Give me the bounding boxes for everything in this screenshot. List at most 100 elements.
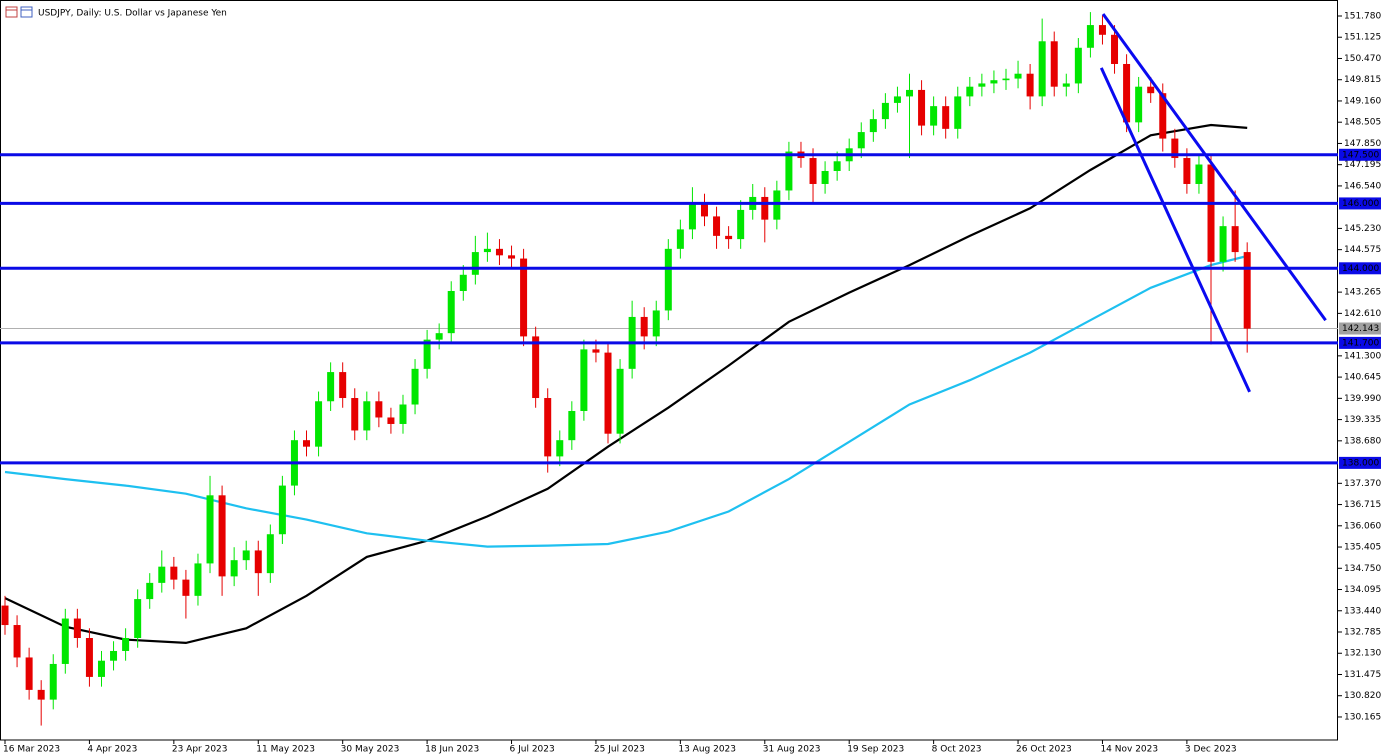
candle-body bbox=[966, 86, 974, 97]
candle-body bbox=[170, 566, 178, 580]
x-tick-label: 31 Aug 2023 bbox=[763, 745, 821, 755]
candle-body bbox=[230, 560, 238, 577]
candle-body bbox=[640, 316, 648, 337]
level-label: 144.000 bbox=[1342, 264, 1379, 274]
trend-line bbox=[1099, 67, 1251, 393]
candle-body bbox=[869, 119, 877, 133]
candle-body bbox=[676, 229, 684, 249]
x-tick-label: 8 Oct 2023 bbox=[932, 745, 982, 755]
candle-body bbox=[158, 566, 166, 583]
x-tick-label: 16 Mar 2023 bbox=[3, 745, 60, 755]
candle-body bbox=[399, 404, 407, 424]
candle-body bbox=[49, 663, 57, 700]
y-tick-label: 141.300 bbox=[1344, 351, 1381, 361]
candle-body bbox=[85, 638, 93, 677]
candle-body bbox=[435, 333, 443, 340]
level-tag bbox=[1339, 197, 1381, 210]
candle-body bbox=[930, 106, 938, 126]
level-label: 138.000 bbox=[1342, 458, 1379, 468]
x-tick-label: 11 May 2023 bbox=[256, 745, 315, 755]
candle-body bbox=[61, 618, 69, 664]
candle-body bbox=[351, 398, 359, 431]
candle-body bbox=[278, 485, 286, 535]
candle-body bbox=[134, 599, 142, 639]
y-tick-label: 137.370 bbox=[1344, 479, 1381, 489]
y-tick-label: 142.610 bbox=[1344, 309, 1381, 319]
candle-body bbox=[773, 190, 781, 220]
candle-body bbox=[122, 638, 130, 651]
candle-body bbox=[592, 349, 600, 353]
candle-body bbox=[411, 368, 419, 405]
candle-body bbox=[1159, 93, 1167, 139]
candle-body bbox=[857, 132, 865, 149]
candle-body bbox=[1231, 226, 1239, 253]
candle-body bbox=[266, 534, 274, 574]
candle-body bbox=[495, 248, 503, 256]
candle-body bbox=[375, 401, 383, 418]
symbol-icon bbox=[5, 6, 33, 18]
candle-body bbox=[544, 398, 552, 457]
y-tick-label: 151.125 bbox=[1344, 33, 1381, 43]
y-tick-label: 143.265 bbox=[1344, 288, 1381, 298]
x-tick-label: 23 Apr 2023 bbox=[172, 745, 228, 755]
x-tick-label: 26 Oct 2023 bbox=[1016, 745, 1072, 755]
candle-body bbox=[520, 258, 528, 337]
candle-body bbox=[25, 657, 33, 690]
chart-title: USDJPY, Daily: U.S. Dollar vs Japanese Y… bbox=[38, 9, 227, 19]
candle-body bbox=[1123, 63, 1131, 123]
y-tick-label: 144.575 bbox=[1344, 245, 1381, 255]
candle-body bbox=[688, 203, 696, 230]
y-tick-label: 140.645 bbox=[1344, 373, 1381, 383]
candle-body bbox=[906, 89, 914, 97]
last-price-label: 142.143 bbox=[1342, 324, 1379, 334]
candle-body bbox=[1243, 252, 1251, 329]
candle-body bbox=[194, 563, 202, 596]
candle-body bbox=[254, 550, 262, 574]
candle-body bbox=[363, 401, 371, 431]
moving-average bbox=[4, 254, 1248, 548]
candle-body bbox=[881, 102, 889, 120]
candle-body bbox=[821, 171, 829, 184]
candle-body bbox=[1219, 226, 1227, 262]
y-tick-label: 139.335 bbox=[1344, 415, 1381, 425]
level-tag bbox=[1339, 262, 1381, 275]
candle-body bbox=[1147, 86, 1155, 94]
candle-body bbox=[532, 336, 540, 399]
y-tick-label: 136.060 bbox=[1344, 521, 1381, 531]
candle-body bbox=[1183, 158, 1191, 184]
level-label: 147.500 bbox=[1342, 150, 1379, 160]
candle-body bbox=[1062, 83, 1070, 87]
candle-body bbox=[990, 80, 998, 84]
candle-body bbox=[339, 372, 347, 399]
candle-body bbox=[242, 550, 250, 561]
candle-body bbox=[809, 158, 817, 184]
candle-body bbox=[604, 352, 612, 434]
candle-body bbox=[1135, 86, 1143, 123]
y-tick-label: 149.160 bbox=[1344, 96, 1381, 106]
y-tick-label: 134.095 bbox=[1344, 585, 1381, 595]
candle-body bbox=[182, 579, 190, 596]
candle-body bbox=[664, 248, 672, 311]
candle-body bbox=[327, 372, 335, 402]
candle-body bbox=[652, 310, 660, 337]
candle-body bbox=[483, 248, 491, 253]
candle-body bbox=[1171, 138, 1179, 159]
y-tick-label: 131.475 bbox=[1344, 670, 1381, 680]
candle-body bbox=[918, 89, 926, 126]
candle-body bbox=[1086, 25, 1094, 48]
candle-body bbox=[303, 440, 311, 447]
candle-body bbox=[1195, 164, 1203, 184]
candle-body bbox=[556, 440, 564, 457]
y-tick-label: 148.505 bbox=[1344, 118, 1381, 128]
candle-body bbox=[206, 495, 214, 564]
level-tag bbox=[1339, 336, 1381, 349]
level-label: 146.000 bbox=[1342, 199, 1379, 209]
candle-body bbox=[1050, 41, 1058, 87]
candle-body bbox=[471, 252, 479, 275]
candle-body bbox=[146, 582, 154, 600]
candle-body bbox=[700, 203, 708, 217]
x-tick-label: 6 Jul 2023 bbox=[510, 745, 555, 755]
y-tick-label: 133.440 bbox=[1344, 606, 1381, 616]
